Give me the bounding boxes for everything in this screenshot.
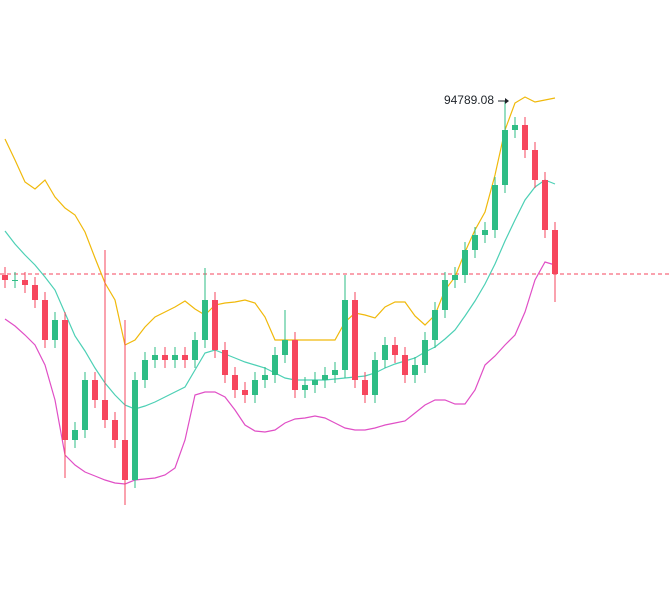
candle-body (222, 350, 228, 375)
candle-body (82, 380, 88, 430)
candle-body (552, 230, 558, 274)
candle-body (202, 300, 208, 340)
candle-body (32, 285, 38, 300)
candle-body (522, 125, 528, 150)
candle-body (452, 275, 458, 280)
high-annotation: 94789.08 (444, 93, 494, 107)
candle-body (342, 300, 348, 370)
candle-body (212, 300, 218, 350)
candle-body (312, 380, 318, 385)
candle-body (412, 365, 418, 375)
candle-body (2, 275, 8, 280)
candle-body (292, 340, 298, 390)
candle-body (542, 180, 548, 230)
candle-body (72, 430, 78, 440)
candle-body (382, 345, 388, 360)
candle-body (402, 355, 408, 375)
candle-body (282, 340, 288, 355)
candle-body (512, 125, 518, 130)
candle-body (12, 280, 18, 281)
candle-body (472, 235, 478, 250)
candle-body (442, 280, 448, 310)
annotation-arrowhead (505, 97, 509, 104)
candle-body (62, 320, 68, 440)
candle-body (252, 380, 258, 395)
candle-body (232, 375, 238, 390)
candle-body (462, 250, 468, 275)
band-line (4, 261, 556, 485)
candle-body (322, 375, 328, 380)
candle-body (262, 375, 268, 380)
candle-body (162, 355, 168, 360)
candle-body (502, 130, 508, 185)
candle-body (112, 420, 118, 440)
candle-body (422, 340, 428, 365)
candle-body (432, 310, 438, 340)
band-line (4, 179, 556, 410)
candle-body (122, 440, 128, 480)
candle-body (242, 390, 248, 395)
candle-body (392, 345, 398, 355)
candle-body (52, 320, 58, 340)
candle-body (172, 355, 178, 360)
candle-body (532, 150, 538, 180)
candle-body (332, 370, 338, 375)
candle-body (42, 300, 48, 340)
candle-body (302, 385, 308, 390)
candle-body (352, 300, 358, 380)
candle-body (92, 380, 98, 400)
band-line (4, 96, 556, 346)
candle-body (192, 340, 198, 360)
candle-body (22, 280, 28, 285)
candle-body (362, 380, 368, 395)
candle-body (142, 360, 148, 380)
candle-body (272, 355, 278, 375)
candle-body (152, 355, 158, 360)
candle-body (372, 360, 378, 395)
candle-body (182, 355, 188, 360)
candle-body (102, 400, 108, 420)
candle-body (482, 230, 488, 235)
candle-body (132, 380, 138, 480)
candle-body (492, 185, 498, 230)
